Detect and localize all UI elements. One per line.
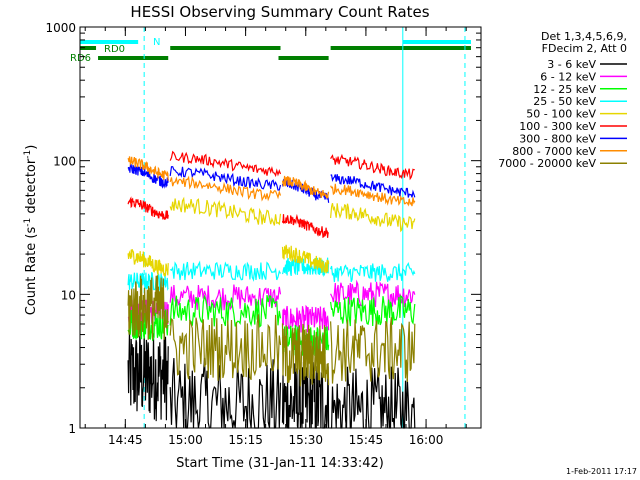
event-label-rd6: RD6 (70, 53, 91, 64)
y-label-mid: detector (24, 158, 39, 218)
axes (79, 26, 482, 429)
event-bar-n-0 (80, 40, 139, 44)
y-tick-label-1: 10 (61, 288, 76, 302)
series-line-0 (127, 328, 416, 429)
x-tick-label-5: 16:00 (409, 433, 444, 447)
legend-label-0: 3 - 6 keV (547, 58, 596, 71)
legend-label-1: 6 - 12 keV (540, 70, 596, 83)
legend-header-line1: Det 1,3,4,5,6,9, (541, 30, 627, 43)
x-tick-label-2: 15:15 (228, 433, 263, 447)
event-bar-n-1 (402, 40, 471, 44)
y-tick-label-3: 1000 (45, 21, 76, 35)
legend-label-5: 100 - 300 keV (519, 120, 596, 133)
axes-frame (79, 26, 482, 429)
y-label-main: Count Rate (s (24, 227, 39, 316)
event-bar-rd0-0 (80, 46, 97, 50)
event-bar-rd0-1 (170, 46, 281, 50)
series-line-3 (127, 256, 416, 291)
x-axis-label: Start Time (31-Jan-11 14:33:42) (176, 456, 384, 471)
y-label-sup2: -1 (23, 150, 33, 159)
event-bar-rd6-1 (278, 56, 329, 60)
x-axis-ticks: 14:45 15:00 15:15 15:30 15:45 16:00 (84, 27, 467, 447)
legend-label-4: 50 - 100 keV (526, 108, 596, 121)
x-tick-label-4: 15:45 (349, 433, 384, 447)
legend-header-line2: FDecim 2, Att 0 (542, 42, 627, 55)
legend-label-7: 800 - 7000 keV (512, 145, 596, 158)
y-tick-label-2: 100 (53, 155, 76, 169)
y-axis-ticks: 1 10 100 1000 (45, 21, 481, 436)
legend-label-6: 300 - 800 keV (519, 132, 596, 145)
series-line-7 (127, 156, 416, 207)
event-bar-rd6-0 (98, 56, 169, 60)
y-axis-label: Count Rate (s-1 detector-1) (23, 145, 39, 316)
x-tick-label-3: 15:30 (288, 433, 323, 447)
y-tick-label-0: 1 (68, 422, 76, 436)
series-line-5 (127, 150, 415, 239)
event-label-n: N (153, 37, 160, 48)
legend-label-8: 7000 - 20000 keV (498, 157, 596, 170)
legend-label-3: 25 - 50 keV (533, 95, 596, 108)
y-label-end: ) (24, 145, 39, 150)
chart-title: HESSI Observing Summary Count Rates (130, 3, 429, 21)
x-tick-label-1: 15:00 (168, 433, 203, 447)
event-bars: N RD0 RD6 (70, 37, 471, 64)
footer-timestamp: 1-Feb-2011 17:17 (566, 467, 637, 476)
y-label-sup1: -1 (23, 218, 33, 227)
event-label-rd0: RD0 (104, 44, 125, 55)
series-line-8 (127, 275, 416, 387)
legend: Det 1,3,4,5,6,9, FDecim 2, Att 0 3 - 6 k… (498, 30, 627, 170)
x-tick-label-0: 14:45 (108, 433, 143, 447)
series-lines (127, 150, 416, 429)
series-line-4 (127, 196, 416, 277)
event-bar-rd0-2 (330, 46, 471, 50)
legend-label-2: 12 - 25 keV (533, 83, 596, 96)
